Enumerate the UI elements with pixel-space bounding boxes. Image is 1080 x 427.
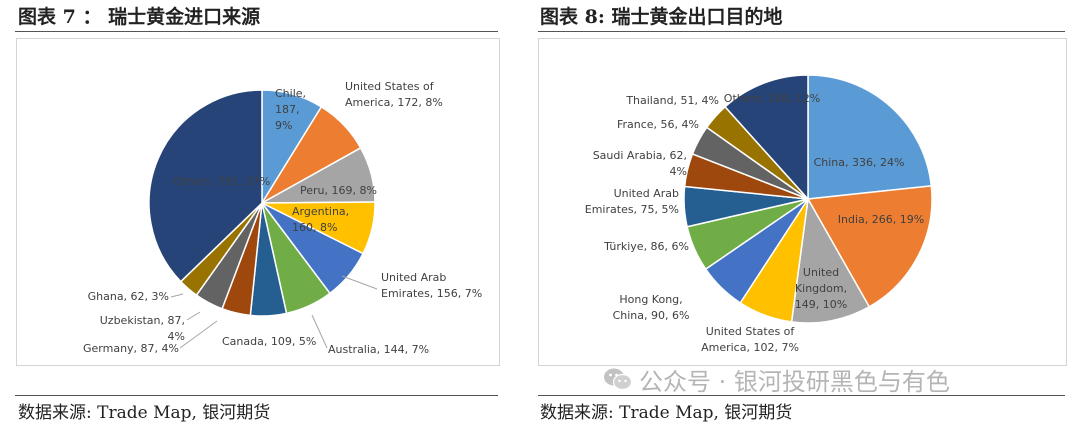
data-label-others: Others, 791, 37%	[174, 175, 270, 188]
watermark-text: 公众号 · 银河投研黑色与有色	[639, 367, 950, 396]
right-title-rule	[538, 31, 1065, 32]
leader-line-ghana	[170, 293, 184, 298]
right-pie-chart: China, 336, 24% India, 266, 19% United King…	[585, 74, 933, 354]
pie-slice-others	[724, 74, 809, 201]
right-chart-title: 图表 8: 瑞士黄金出口目的地	[540, 6, 783, 28]
left-chart-title: 图表 7 ： 瑞士黄金进口来源	[18, 6, 261, 28]
data-label-peru: Peru, 169, 8%	[300, 184, 377, 197]
right-bottom-rule	[538, 395, 1065, 396]
data-label-t-rkiye: Türkiye, 86, 6%	[603, 240, 689, 253]
left-chart-area: Chile, 187, 9% United States of America, 172…	[16, 38, 500, 366]
right-chart-area: China, 336, 24% India, 266, 19% United King…	[538, 38, 1067, 366]
data-label-canada: Canada, 109, 5%	[222, 335, 316, 348]
right-source-note: 数据来源: Trade Map, 银河期货	[540, 403, 793, 423]
data-label-france: France, 56, 4%	[617, 118, 699, 131]
pie-slice-others	[148, 89, 263, 283]
data-label-germany: Germany, 87, 4%	[83, 342, 179, 355]
left-title-rule	[15, 31, 498, 32]
data-label-australia: Australia, 144, 7%	[328, 343, 429, 356]
data-label-saudi-arabia: Saudi Arabia, 62, 4%	[593, 149, 687, 178]
leader-line-australia	[311, 314, 328, 349]
wechat-icon	[603, 366, 633, 392]
data-label-argentina: Argentina, 160, 8%	[292, 205, 349, 234]
leader-line-uzbekistan	[186, 311, 201, 321]
pie-slice-united-kingdom	[790, 196, 871, 324]
left-bottom-rule	[15, 395, 498, 396]
data-label-chile: Chile, 187, 9%	[275, 87, 306, 132]
data-label-thailand: Thailand, 51, 4%	[625, 94, 719, 107]
pie-slice-india	[806, 185, 933, 308]
data-label-united-states-of-america: United States of America, 172, 8%	[345, 80, 443, 109]
data-label-ghana: Ghana, 62, 3%	[88, 290, 169, 303]
left-source-note: 数据来源: Trade Map, 银河期货	[18, 403, 271, 423]
pie-slice-china	[807, 74, 933, 200]
data-label-others: Others, 168, 12%	[724, 92, 820, 105]
watermark: 公众号 · 银河投研黑色与有色	[603, 362, 950, 396]
data-label-united-states-of-america: United States of America, 102, 7%	[701, 325, 799, 354]
data-label-united-arab-emirates: United Arab Emirates, 156, 7%	[381, 271, 482, 300]
data-label-united-kingdom: United Kingdom, 149, 10%	[795, 266, 847, 311]
data-label-hong-kong-china: Hong Kong, China, 90, 6%	[613, 293, 690, 322]
leader-line-germany	[179, 320, 218, 349]
data-label-united-arab-emirates: United Arab Emirates, 75, 5%	[585, 187, 679, 216]
data-label-uzbekistan: Uzbekistan, 87, 4%	[100, 314, 185, 343]
data-label-india: India, 266, 19%	[838, 213, 924, 226]
data-label-china: China, 336, 24%	[814, 156, 905, 169]
leader-line-united-arab-emirates	[341, 275, 378, 290]
left-pie-chart: Chile, 187, 9% United States of America, 172…	[83, 80, 482, 356]
